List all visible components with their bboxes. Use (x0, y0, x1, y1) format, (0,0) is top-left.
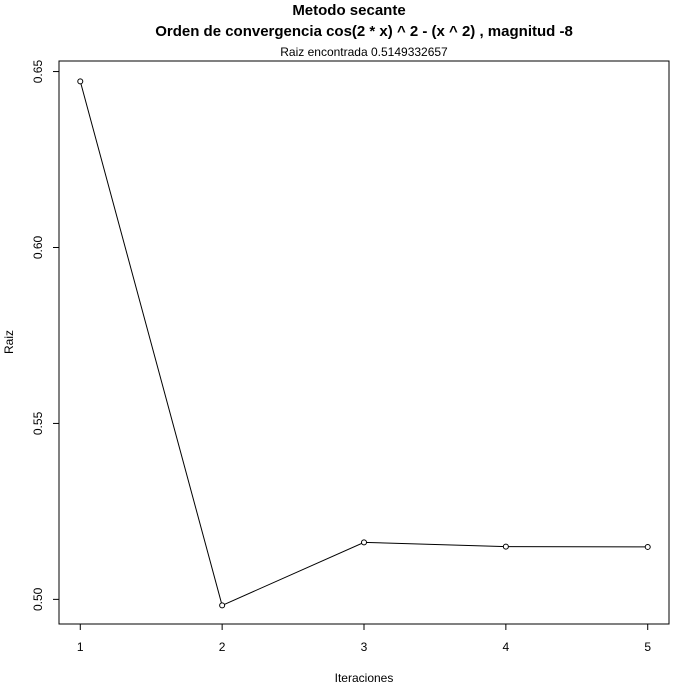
y-tick-label: 0.50 (31, 587, 45, 611)
y-tick-label: 0.60 (31, 235, 45, 259)
data-point (644, 543, 651, 550)
x-axis: 1 2 3 4 5 (77, 623, 651, 654)
y-tick-label: 0.65 (31, 60, 45, 84)
x-axis-label: Iteraciones (335, 671, 394, 685)
y-tick-label: 0.55 (31, 411, 45, 435)
chart-title: Metodo secante (292, 2, 405, 19)
data-point (502, 543, 509, 550)
series-raiz (77, 78, 651, 609)
x-tick-label: 5 (644, 640, 651, 654)
y-axis-label: Raiz (2, 330, 16, 354)
data-point (219, 602, 226, 609)
x-tick-label: 2 (219, 640, 226, 654)
root-annotation: Raiz encontrada 0.5149332657 (280, 45, 448, 59)
series-line (79, 81, 648, 607)
x-tick-label: 3 (361, 640, 368, 654)
data-point (77, 78, 84, 85)
x-tick-label: 1 (77, 640, 84, 654)
y-axis: 0.50 0.55 0.60 0.65 (31, 60, 60, 611)
x-tick-label: 4 (503, 640, 510, 654)
data-point (361, 539, 367, 546)
chart-subtitle: Orden de convergencia cos(2 * x) ^ 2 - (… (155, 23, 573, 40)
